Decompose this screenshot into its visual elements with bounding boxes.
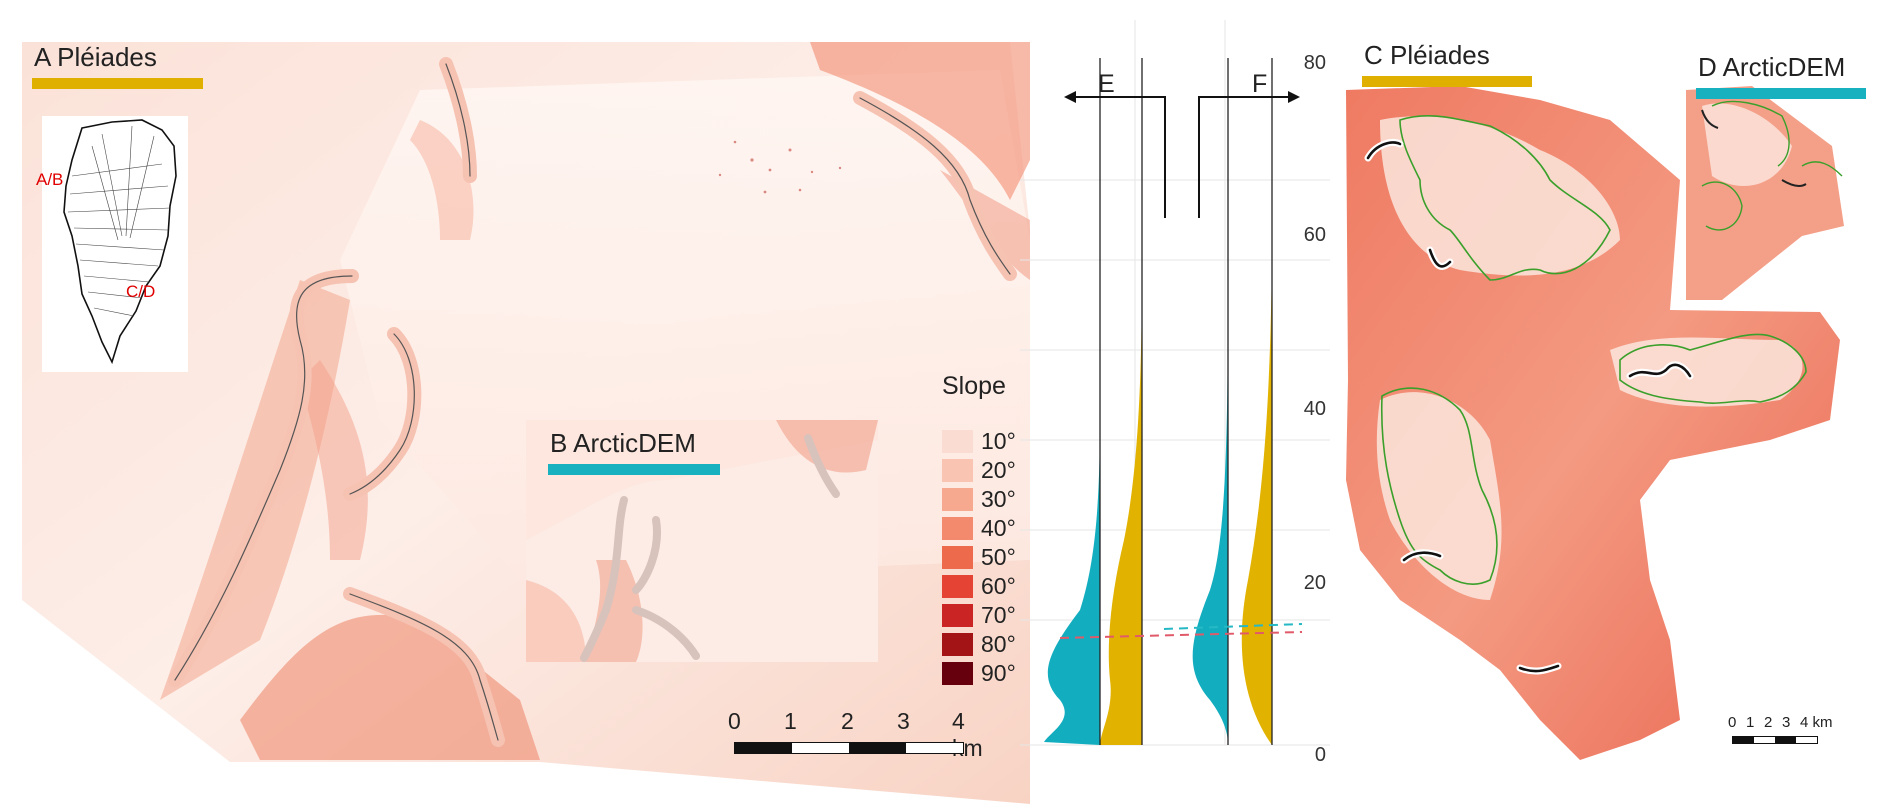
legend-item: 50° [942, 543, 1016, 572]
panel-d-slope-map [1686, 86, 1844, 300]
scale-label: 2 [841, 708, 854, 734]
legend-item: 90° [942, 659, 1016, 688]
legend-label: 90° [981, 660, 1016, 686]
slope-legend: 10° 20° 30° 40° 50° 60° 70° 80° 90° [942, 427, 1016, 688]
legend-label: 50° [981, 544, 1016, 570]
legend-item: 10° [942, 427, 1016, 456]
main-scale-bar: 0 1 2 3 4 km [724, 708, 994, 761]
legend-label: 20° [981, 457, 1016, 483]
legend-item: 40° [942, 514, 1016, 543]
legend-label: 40° [981, 515, 1016, 541]
panel-b-label: B ArcticDEM [550, 428, 696, 458]
scale-label: 4 km [1800, 714, 1833, 731]
profile-chart-svg [1020, 20, 1330, 746]
legend-item: 20° [942, 456, 1016, 485]
legend-label: 80° [981, 631, 1016, 657]
legend-swatch [942, 459, 973, 482]
axis-tick-label: 80 [1303, 52, 1326, 74]
axis-tick-label: 0 [1314, 744, 1326, 766]
scale-label: 2 [1764, 714, 1773, 731]
legend-label: 10° [981, 428, 1016, 454]
legend-swatch [942, 546, 973, 569]
legend-title: Slope [942, 372, 1006, 400]
legend-label: 70° [981, 602, 1016, 628]
legend-item: 70° [942, 601, 1016, 630]
scale-label: 0 [1728, 714, 1737, 731]
axis-tick-label: 20 [1303, 572, 1326, 594]
legend-swatch [942, 488, 973, 511]
greenland-outline-icon [63, 119, 177, 365]
legend-item: 60° [942, 572, 1016, 601]
axis-tick-label: 40 [1303, 398, 1326, 420]
legend-swatch [942, 633, 973, 656]
scale-label: 1 [1746, 714, 1755, 731]
scale-bar-graphic [734, 742, 964, 754]
panel-c-color-bar [1362, 76, 1532, 87]
small-scale-bar-graphic [1732, 736, 1818, 744]
panel-b [526, 420, 878, 662]
inset-label-cd: C/D [126, 282, 156, 301]
panel-d-label: D ArcticDEM [1698, 52, 1846, 82]
panel-d-color-bar [1696, 88, 1866, 99]
inset-label-ab: A/B [36, 170, 64, 189]
panel-a-color-bar [32, 78, 203, 89]
legend-swatch [942, 517, 973, 540]
legend-item: 30° [942, 485, 1016, 514]
legend-label: 60° [981, 573, 1016, 599]
legend-label: 30° [981, 486, 1016, 512]
scale-label: 3 [897, 708, 910, 734]
profile-chart: E F [1020, 20, 1340, 780]
panel-c-slope-map [1346, 86, 1840, 760]
legend-swatch [942, 604, 973, 627]
axis-tick-label: 60 [1303, 224, 1326, 246]
panel-b-color-bar [548, 464, 720, 475]
legend-item: 80° [942, 630, 1016, 659]
greenland-inset-map: A/B C/D [36, 116, 188, 372]
panel-a-label: A Pléiades [34, 42, 157, 72]
panel-c-label: C Pléiades [1364, 40, 1490, 70]
profile-label-e: E [1098, 70, 1115, 98]
legend-swatch [942, 430, 973, 453]
scale-label: 1 [784, 708, 797, 734]
scale-label: 0 [728, 708, 741, 734]
scale-label: 3 [1782, 714, 1791, 731]
panel-b-slope-map [526, 420, 878, 662]
profile-label-f: F [1252, 70, 1268, 98]
small-scale-bar: 0 1 2 3 4 km [1726, 714, 1866, 750]
panel-c [1340, 80, 1860, 780]
legend-swatch [942, 575, 973, 598]
legend-swatch [942, 662, 973, 685]
